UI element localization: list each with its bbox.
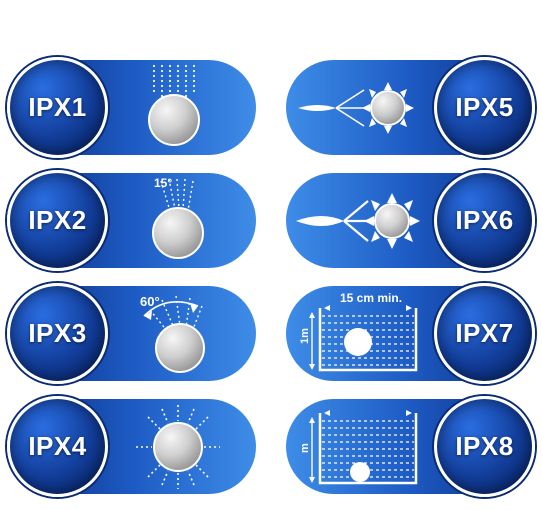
label-ipx8: IPX8 bbox=[455, 431, 513, 462]
pill-ipx3: IPX3 60° bbox=[10, 286, 256, 381]
depth-label-ipx8: m bbox=[299, 443, 311, 453]
pill-ipx6: IPX6 bbox=[286, 173, 532, 268]
medal-ipx7: IPX7 bbox=[434, 283, 535, 384]
icon-ipx8: m bbox=[296, 399, 436, 494]
pill-ipx1: IPX1 bbox=[10, 60, 256, 155]
medal-ipx5: IPX5 bbox=[434, 57, 535, 158]
label-ipx2: IPX2 bbox=[28, 205, 86, 236]
icon-ipx3: 60° bbox=[106, 286, 246, 381]
ipx-grid: IPX1 bbox=[10, 60, 532, 494]
icon-ipx2: 15° bbox=[106, 173, 246, 268]
label-ipx4: IPX4 bbox=[28, 431, 86, 462]
medal-ipx1: IPX1 bbox=[7, 57, 108, 158]
pill-ipx8: m IPX8 bbox=[286, 399, 532, 494]
icon-ipx6 bbox=[296, 173, 436, 268]
label-ipx7: IPX7 bbox=[455, 318, 513, 349]
label-ipx6: IPX6 bbox=[455, 205, 513, 236]
icon-ipx7: 15 cm min. bbox=[296, 286, 436, 381]
width-label-ipx7: 15 cm min. bbox=[340, 291, 402, 305]
icon-ipx4 bbox=[106, 399, 246, 494]
medal-ipx3: IPX3 bbox=[7, 283, 108, 384]
icon-ipx5 bbox=[296, 60, 436, 155]
pill-ipx5: IPX5 bbox=[286, 60, 532, 155]
medal-ipx4: IPX4 bbox=[7, 396, 108, 497]
pill-ipx7: 15 cm min. bbox=[286, 286, 532, 381]
icon-ipx1 bbox=[106, 60, 246, 155]
medal-ipx6: IPX6 bbox=[434, 170, 535, 271]
depth-label-ipx7: 1m bbox=[299, 328, 311, 344]
label-ipx5: IPX5 bbox=[455, 92, 513, 123]
label-ipx1: IPX1 bbox=[28, 92, 86, 123]
label-ipx3: IPX3 bbox=[28, 318, 86, 349]
pill-ipx4: IPX4 bbox=[10, 399, 256, 494]
angle-ipx2: 15° bbox=[154, 176, 172, 190]
pill-ipx2: IPX2 15° bbox=[10, 173, 256, 268]
medal-ipx8: IPX8 bbox=[434, 396, 535, 497]
medal-ipx2: IPX2 bbox=[7, 170, 108, 271]
